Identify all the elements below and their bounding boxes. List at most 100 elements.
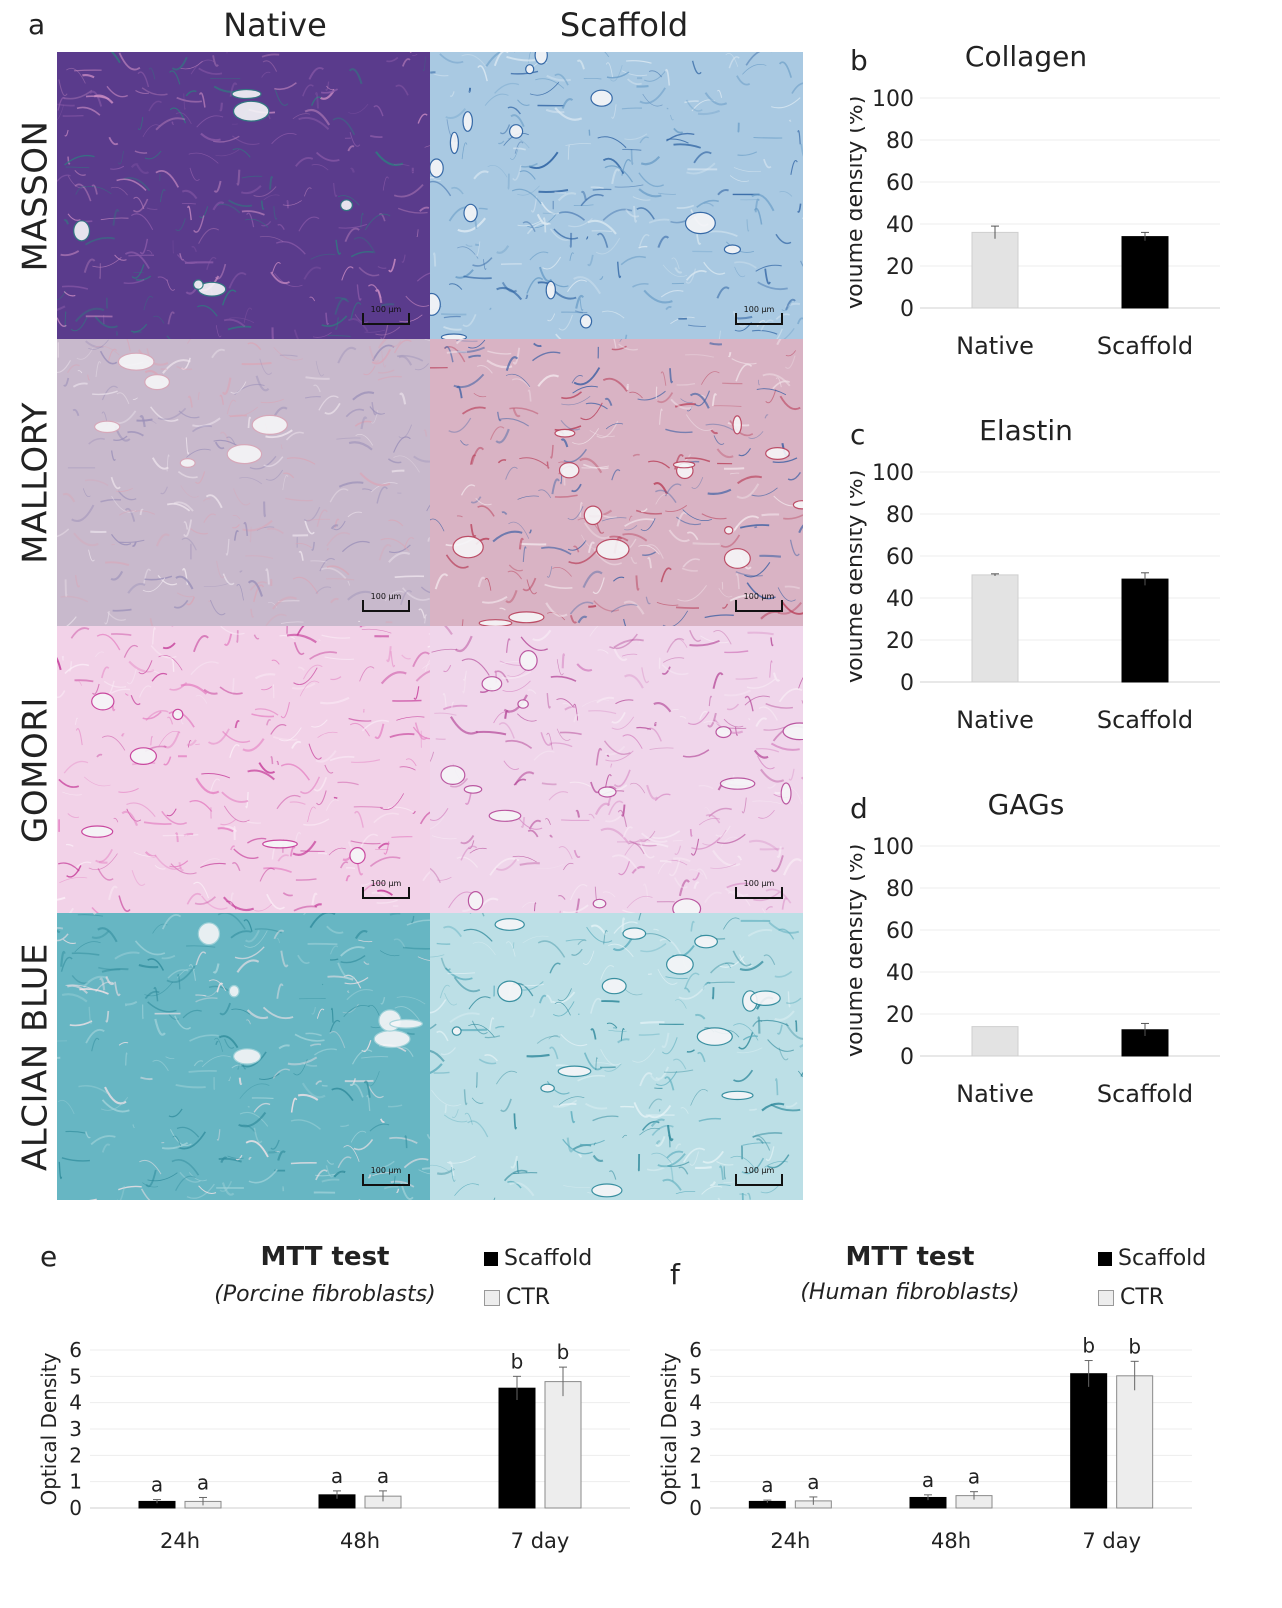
scale-bar: 100 µm	[362, 305, 410, 325]
y-tick-label: 0	[69, 1496, 82, 1520]
significance-letter: a	[197, 1470, 209, 1494]
x-tick-label: 7 day	[1082, 1529, 1141, 1553]
x-tick-label: Native	[956, 332, 1034, 360]
x-tick-label: Scaffold	[1097, 706, 1193, 734]
significance-letter: a	[807, 1470, 819, 1494]
y-axis-label: Volume density (%)	[850, 96, 868, 311]
y-tick-label: 0	[900, 671, 914, 696]
scale-bar-label: 100 µm	[370, 592, 402, 601]
panel-letter: c	[850, 418, 865, 451]
y-axis-label: Optical Density	[657, 1352, 681, 1505]
y-tick-label: 3	[69, 1417, 82, 1441]
micrograph-alcian-blue-scaffold: 100 µm	[430, 913, 803, 1200]
y-tick-label: 5	[69, 1364, 82, 1388]
x-tick-label: 24h	[770, 1529, 810, 1553]
x-tick-label: Scaffold	[1097, 1080, 1193, 1108]
legend-label-scaffold: Scaffold	[1118, 1246, 1207, 1271]
micrograph-alcian-blue-native: 100 µm	[57, 913, 430, 1200]
scale-bar: 100 µm	[735, 879, 783, 899]
y-tick-label: 2	[69, 1443, 82, 1467]
y-tick-label: 1	[69, 1470, 82, 1494]
y-tick-label: 4	[69, 1391, 82, 1415]
panel-letter: d	[850, 792, 868, 825]
scale-bar: 100 µm	[735, 305, 783, 325]
x-tick-label: 48h	[931, 1529, 971, 1553]
scale-bar-label: 100 µm	[743, 879, 775, 888]
y-tick-label: 0	[900, 297, 914, 322]
y-tick-label: 40	[886, 213, 914, 238]
bar-native	[971, 574, 1019, 683]
micrograph-texture	[57, 52, 430, 339]
micrograph-masson-native: 100 µm	[57, 52, 430, 339]
legend-e: Scaffold CTR	[484, 1246, 592, 1310]
bar-ctr-7day	[1116, 1375, 1154, 1509]
y-tick-label: 3	[689, 1417, 702, 1441]
y-tick-label: 20	[886, 1003, 914, 1028]
micrograph-texture	[57, 339, 430, 626]
y-tick-label: 20	[886, 255, 914, 280]
bar-scaffold	[1121, 578, 1169, 683]
scale-bar-label: 100 µm	[743, 1166, 775, 1175]
micrograph-texture	[430, 52, 803, 339]
significance-letter: a	[151, 1473, 163, 1497]
significance-letter: a	[761, 1473, 773, 1497]
significance-letter: b	[557, 1340, 570, 1364]
micrograph-gomori-scaffold: 100 µm	[430, 626, 803, 913]
bar-scaffold	[1121, 236, 1169, 309]
legend-item-scaffold: Scaffold	[1098, 1246, 1206, 1271]
y-tick-label: 100	[872, 461, 914, 486]
chart-title: Collagen	[965, 40, 1087, 73]
y-tick-label: 6	[69, 1338, 82, 1362]
scale-bar: 100 µm	[735, 1166, 783, 1186]
micrograph-mallory-scaffold: 100 µm	[430, 339, 803, 626]
y-axis-label: Volume density (%)	[850, 844, 868, 1059]
legend-label-ctr: CTR	[1120, 1285, 1165, 1310]
y-tick-label: 60	[886, 171, 914, 196]
significance-letter: a	[968, 1465, 980, 1489]
column-title-native: Native	[223, 6, 327, 44]
scale-bar: 100 µm	[362, 1166, 410, 1186]
y-tick-label: 40	[886, 587, 914, 612]
significance-letter: a	[331, 1464, 343, 1488]
panel-letter: b	[850, 44, 868, 77]
chart-title: GAGs	[988, 788, 1065, 821]
y-tick-label: 20	[886, 629, 914, 654]
chart-title: Elastin	[979, 414, 1073, 447]
micrograph-texture	[430, 913, 803, 1200]
panel-letter-a: a	[28, 8, 46, 41]
y-tick-label: 5	[689, 1364, 702, 1388]
bar-native	[971, 1026, 1019, 1057]
row-label-alcian-blue: ALCIAN BLUE	[15, 942, 55, 1171]
micrograph-mallory-native: 100 µm	[57, 339, 430, 626]
significance-letter: b	[1082, 1334, 1095, 1358]
legend-swatch-scaffold	[1098, 1251, 1112, 1266]
y-tick-label: 60	[886, 545, 914, 570]
y-tick-label: 80	[886, 129, 914, 154]
column-title-scaffold: Scaffold	[559, 6, 689, 44]
x-tick-label: Native	[956, 706, 1034, 734]
micrograph-texture	[430, 626, 803, 913]
scale-bar: 100 µm	[362, 592, 410, 612]
panel-letter-f: f	[670, 1258, 680, 1291]
scale-bar: 100 µm	[362, 879, 410, 899]
micrograph-masson-scaffold: 100 µm	[430, 52, 803, 339]
scale-bar-label: 100 µm	[370, 305, 402, 314]
y-axis-label: Optical Density	[37, 1352, 61, 1505]
y-tick-label: 100	[872, 87, 914, 112]
row-label-masson: MASSON	[15, 120, 55, 271]
bar-native	[971, 231, 1019, 309]
micrograph-texture	[430, 339, 803, 626]
scale-bar-label: 100 µm	[743, 592, 775, 601]
x-tick-label: Scaffold	[1097, 332, 1193, 360]
legend-f: Scaffold CTR	[1098, 1246, 1206, 1310]
bar-ctr-7day	[544, 1381, 582, 1509]
legend-item-scaffold: Scaffold	[484, 1246, 592, 1271]
x-tick-label: Native	[956, 1080, 1034, 1108]
y-tick-label: 4	[689, 1391, 702, 1415]
row-label-gomori: GOMORI	[15, 696, 55, 843]
mtt-subtitle-e: (Porcine fibroblasts)	[214, 1282, 436, 1307]
legend-label-ctr: CTR	[506, 1285, 551, 1310]
